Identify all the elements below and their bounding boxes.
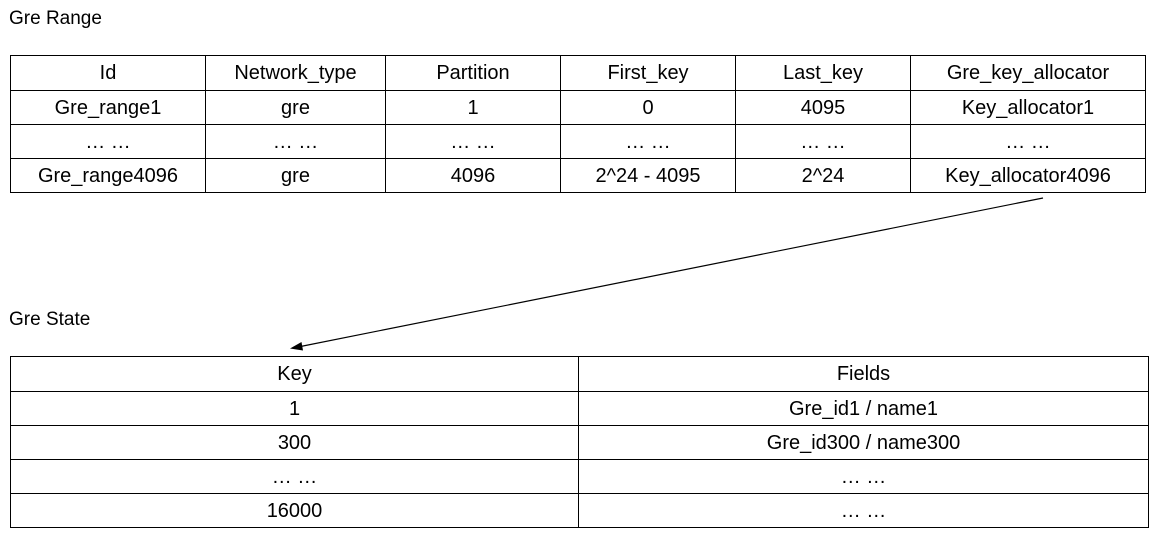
table-cell: … …	[578, 459, 1149, 494]
table-cell: … …	[205, 124, 386, 159]
header-cell-gre-key-allocator: Gre_key_allocator	[910, 55, 1146, 91]
header-cell-last-key: Last_key	[735, 55, 911, 91]
table-row: Gre_range4096 gre 4096 2^24 - 4095 2^24 …	[10, 158, 1146, 193]
table-cell: 4095	[735, 90, 911, 125]
table-cell: … …	[560, 124, 736, 159]
table-cell: 2^24	[735, 158, 911, 193]
table-row: 16000 … …	[10, 493, 1149, 528]
table-cell: … …	[10, 124, 206, 159]
table-cell: Gre_id1 / name1	[578, 391, 1149, 426]
table-row: Gre_range1 gre 1 0 4095 Key_allocator1	[10, 90, 1146, 125]
table-cell: 4096	[385, 158, 561, 193]
header-cell-network-type: Network_type	[205, 55, 386, 91]
table-cell: Key_allocator4096	[910, 158, 1146, 193]
header-cell-fields: Fields	[578, 356, 1149, 392]
arrow-line	[297, 197, 1044, 348]
table-cell: Gre_id300 / name300	[578, 425, 1149, 460]
arrow-head	[290, 342, 303, 351]
table-cell: gre	[205, 90, 386, 125]
header-cell-partition: Partition	[385, 55, 561, 91]
table-cell: Gre_range4096	[10, 158, 206, 193]
table-header-row: Id Network_type Partition First_key Last…	[10, 55, 1146, 91]
header-cell-key: Key	[10, 356, 579, 392]
gre-state-title: Gre State	[9, 309, 91, 330]
table-cell: Gre_range1	[10, 90, 206, 125]
table-row: 300 Gre_id300 / name300	[10, 425, 1149, 460]
table-cell: 2^24 - 4095	[560, 158, 736, 193]
table-header-row: Key Fields	[10, 356, 1149, 392]
table-row: 1 Gre_id1 / name1	[10, 391, 1149, 426]
table-row: … … … … … … … … … … … …	[10, 124, 1146, 159]
table-cell: Key_allocator1	[910, 90, 1146, 125]
table-cell: 1	[385, 90, 561, 125]
table-cell: 1	[10, 391, 579, 426]
table-cell: … …	[578, 493, 1149, 528]
table-cell: gre	[205, 158, 386, 193]
header-cell-first-key: First_key	[560, 55, 736, 91]
table-cell: 16000	[10, 493, 579, 528]
table-cell: … …	[385, 124, 561, 159]
header-cell-id: Id	[10, 55, 206, 91]
table-cell: … …	[910, 124, 1146, 159]
table-cell: 0	[560, 90, 736, 125]
gre-range-table: Id Network_type Partition First_key Last…	[10, 55, 1146, 193]
table-cell: 300	[10, 425, 579, 460]
gre-range-title: Gre Range	[9, 8, 102, 29]
table-row: … … … …	[10, 459, 1149, 494]
table-cell: … …	[735, 124, 911, 159]
table-cell: … …	[10, 459, 579, 494]
gre-state-table: Key Fields 1 Gre_id1 / name1 300 Gre_id3…	[10, 356, 1149, 528]
